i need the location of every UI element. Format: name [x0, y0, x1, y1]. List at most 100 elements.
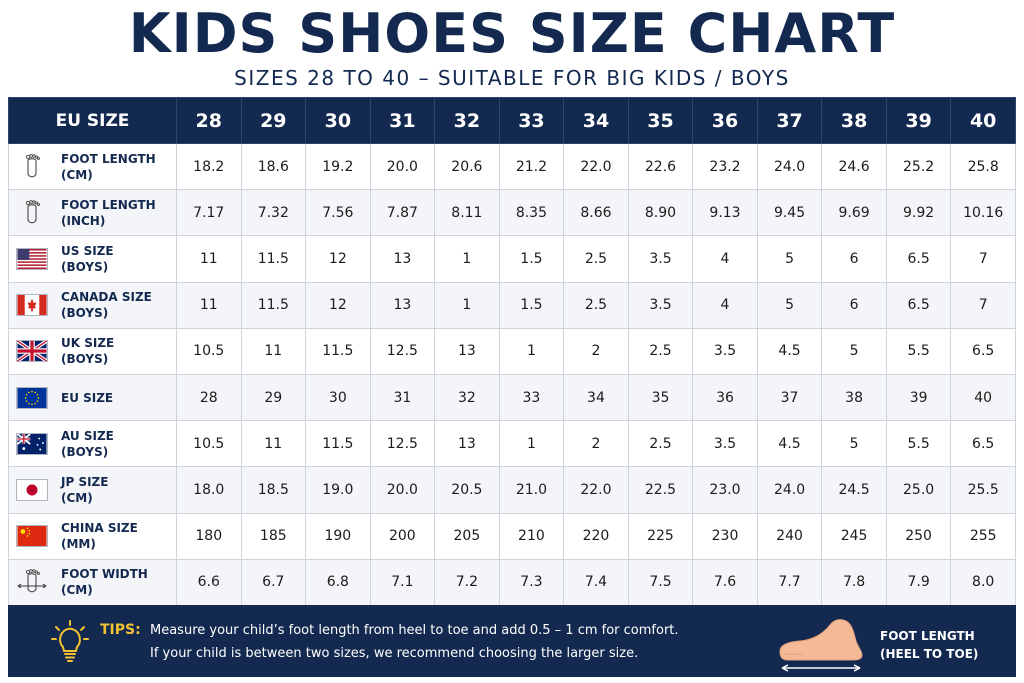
header-size-39: 39	[885, 97, 952, 144]
table-cell: 3.5	[627, 281, 694, 329]
table-cell: 7.7	[756, 558, 823, 606]
table-cell: 250	[885, 512, 952, 560]
row-header: EU SIZE	[8, 373, 177, 422]
table-cell: 190	[305, 512, 371, 560]
table-cell: 6	[821, 235, 887, 283]
table-cell: 7.17	[176, 189, 242, 237]
table-cell: 32	[434, 373, 500, 422]
canada-flag-icon	[15, 291, 49, 319]
table-cell: 3.5	[627, 235, 694, 283]
table-cell: 6.5	[950, 420, 1016, 468]
table-cell: 19.0	[305, 466, 371, 514]
table-cell: 11.5	[240, 235, 307, 283]
row-label-line2: (CM)	[61, 583, 93, 598]
table-cell: 23.0	[692, 466, 758, 514]
table-cell: 5	[821, 327, 887, 375]
row-label-line1: CANADA SIZE	[61, 290, 152, 305]
table-cell: 22.5	[627, 466, 694, 514]
table-cell: 9.92	[885, 189, 952, 237]
table-cell: 21.0	[498, 466, 565, 514]
row-header: FOOT LENGTH (CM)	[8, 142, 177, 191]
header-size-35: 35	[627, 97, 694, 144]
table-cell: 4.5	[756, 420, 823, 468]
table-cell: 1	[498, 327, 565, 375]
row-label: JP SIZE (CM)	[61, 474, 108, 506]
table-cell: 25.2	[885, 142, 952, 191]
table-cell: 6.8	[305, 558, 371, 606]
table-cell: 29	[240, 373, 307, 422]
header-size-34: 34	[563, 97, 629, 144]
table-cell: 8.35	[498, 189, 565, 237]
table-cell: 11.5	[305, 327, 371, 375]
table-cell: 7.2	[434, 558, 500, 606]
table-cell: 20.5	[434, 466, 500, 514]
table-cell: 200	[369, 512, 436, 560]
table-cell: 3.5	[692, 327, 758, 375]
table-cell: 185	[240, 512, 307, 560]
header-corner: EU SIZE	[8, 97, 177, 144]
table-cell: 13	[434, 420, 500, 468]
table-cell: 6.7	[240, 558, 307, 606]
header-size-36: 36	[692, 97, 758, 144]
foot-side-illustration	[779, 619, 863, 672]
table-cell: 22.0	[563, 142, 629, 191]
table-cell: 220	[563, 512, 629, 560]
foot-caption-line2: (HEEL TO TOE)	[880, 647, 979, 661]
table-cell: 25.0	[885, 466, 952, 514]
row-label-line1: JP SIZE	[61, 474, 109, 489]
table-cell: 24.6	[821, 142, 887, 191]
row-header: US SIZE (BOYS)	[8, 235, 177, 283]
table-cell: 2.5	[627, 327, 694, 375]
table-cell: 7.4	[563, 558, 629, 606]
row-label: FOOT WIDTH (CM)	[61, 566, 148, 598]
table-cell: 7.87	[369, 189, 436, 237]
table-cell: 7	[950, 235, 1016, 283]
table-cell: 10.5	[176, 327, 242, 375]
row-label-line2: (INCH)	[61, 213, 106, 228]
table-cell: 5	[756, 235, 823, 283]
row-label-line2: (BOYS)	[61, 306, 109, 321]
table-cell: 6.5	[885, 281, 952, 329]
header-size-29: 29	[240, 97, 307, 144]
table-cell: 12	[305, 281, 371, 329]
table-cell: 3.5	[692, 420, 758, 468]
table-cell: 24.5	[821, 466, 887, 514]
row-label-line1: AU SIZE	[61, 428, 114, 443]
row-label-line2: (CM)	[61, 167, 93, 182]
table-cell: 2.5	[627, 420, 694, 468]
table-cell: 1	[498, 420, 565, 468]
table-cell: 5	[756, 281, 823, 329]
table-cell: 1.5	[498, 235, 565, 283]
table-cell: 5.5	[885, 420, 952, 468]
table-cell: 4	[692, 235, 758, 283]
row-label-line2: (BOYS)	[61, 444, 109, 459]
row-label-line1: FOOT WIDTH	[61, 567, 148, 582]
table-cell: 1.5	[498, 281, 565, 329]
table-cell: 225	[627, 512, 694, 560]
table-row: FOOT LENGTH (CM) 18.2 18.6 19.2 20.0 20.6 21.2 2…	[8, 142, 1016, 191]
table-cell: 245	[821, 512, 887, 560]
row-label: FOOT LENGTH (INCH)	[61, 197, 156, 229]
row-label: AU SIZE (BOYS)	[61, 428, 114, 460]
table-cell: 7.9	[885, 558, 952, 606]
foot-caption-line1: FOOT LENGTH	[880, 629, 975, 643]
tips-footer: TIPS: Measure your child’s foot length f…	[8, 605, 1016, 677]
table-cell: 39	[885, 373, 952, 422]
table-cell: 7.3	[498, 558, 565, 606]
table-cell: 21.2	[498, 142, 565, 191]
table-cell: 1	[434, 235, 500, 283]
table-cell: 2.5	[563, 235, 629, 283]
row-label-line2: (BOYS)	[61, 259, 109, 274]
table-cell: 23.2	[692, 142, 758, 191]
header-size-40: 40	[950, 97, 1016, 144]
table-row: FOOT WIDTH (CM) 6.6 6.7 6.8 7.1 7.2 7.3 7.4 7.5 7.…	[8, 558, 1016, 606]
table-cell: 25.5	[950, 466, 1016, 514]
table-cell: 9.13	[692, 189, 758, 237]
table-cell: 18.6	[240, 142, 307, 191]
table-cell: 8.66	[563, 189, 629, 237]
table-cell: 34	[563, 373, 629, 422]
table-cell: 1	[434, 281, 500, 329]
table-cell: 13	[369, 235, 436, 283]
china-flag-icon	[15, 522, 49, 550]
row-label: CANADA SIZE (BOYS)	[61, 289, 152, 321]
